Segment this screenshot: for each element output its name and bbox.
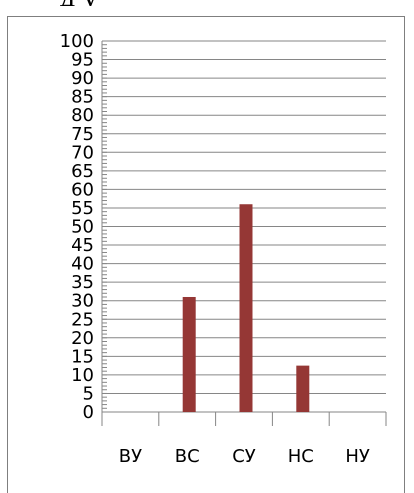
y-tick-label: 15	[71, 346, 94, 367]
y-tick-label: 70	[71, 142, 94, 163]
x-category-label: ВС	[175, 446, 200, 467]
y-tick-label: 100	[60, 31, 94, 52]
y-tick-label: 50	[71, 217, 94, 238]
x-category-label: СУ	[232, 446, 256, 467]
y-tick-label: 65	[71, 161, 94, 182]
y-tick-label: 5	[83, 383, 94, 404]
y-tick-label: 90	[71, 68, 94, 89]
y-tick-label: 35	[71, 272, 94, 293]
x-category-label: ВУ	[119, 446, 142, 467]
y-tick-label: 40	[71, 254, 94, 275]
cropped-heading-fragment: д у	[60, 0, 400, 6]
y-tick-label: 20	[71, 328, 94, 349]
y-tick-label: 45	[71, 235, 94, 256]
bar-3	[239, 204, 253, 412]
bar-2	[182, 296, 196, 412]
y-tick-label: 60	[71, 179, 94, 200]
x-category-label: НС	[288, 446, 314, 467]
y-tick-label: 95	[71, 50, 94, 71]
chart-border	[7, 16, 405, 493]
y-tick-label: 75	[71, 124, 94, 145]
x-category-label: НУ	[345, 446, 370, 467]
y-tick-label: 25	[71, 309, 94, 330]
y-tick-label: 85	[71, 87, 94, 108]
bar-4	[296, 365, 310, 412]
y-tick-label: 0	[83, 402, 94, 423]
y-tick-label: 80	[71, 105, 94, 126]
y-tick-label: 30	[71, 291, 94, 312]
y-tick-label: 55	[71, 198, 94, 219]
y-tick-label: 10	[71, 365, 94, 386]
